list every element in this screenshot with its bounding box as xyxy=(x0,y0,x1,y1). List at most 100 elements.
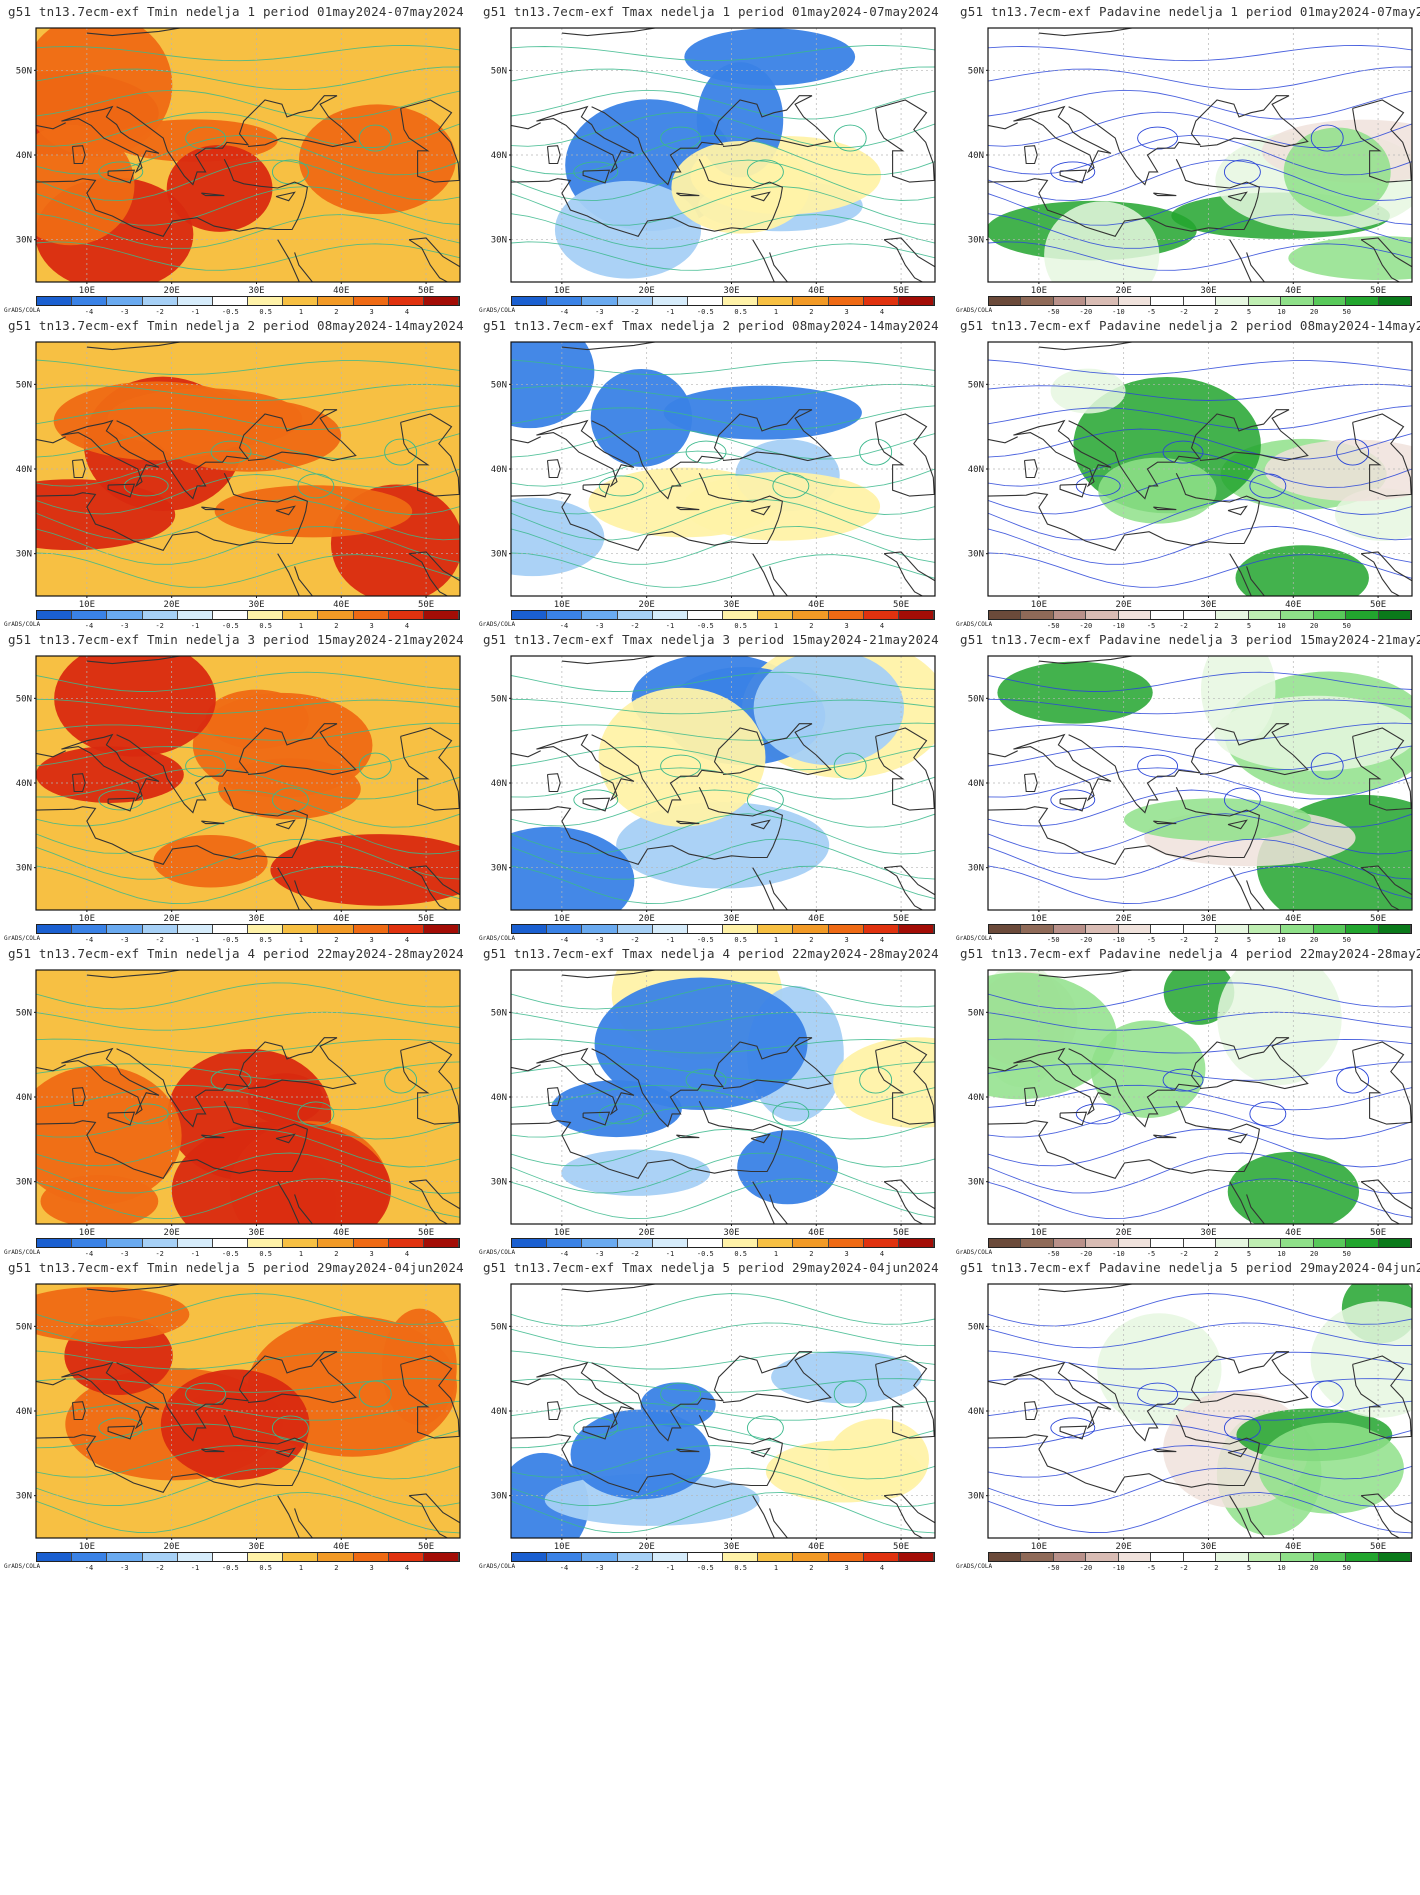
colorbar-tick-label: 1 xyxy=(773,936,779,944)
contour-line xyxy=(988,474,1412,515)
colorbar-segment xyxy=(1183,297,1217,305)
coastline xyxy=(769,880,789,910)
colorbar-segment xyxy=(1248,1553,1282,1561)
coastline xyxy=(201,1448,225,1453)
colorbar-segment xyxy=(1053,1553,1087,1561)
anomaly-region xyxy=(382,1308,457,1426)
map-panel-tmin-week-1: 50N 40N 30N 10E 20E 30E 40E 50E g51 tn13.7ecm-ex… xyxy=(0,4,470,383)
coastline xyxy=(752,239,775,282)
colorbar-segment xyxy=(617,1239,653,1247)
anomaly-region xyxy=(511,342,595,429)
contour-line xyxy=(988,838,1412,880)
contour-loop xyxy=(358,1380,392,1408)
latitude-label: 40N xyxy=(968,151,984,161)
latitude-label: 50N xyxy=(16,66,32,76)
contour-line xyxy=(988,1178,1412,1220)
colorbar-tick-label: -1 xyxy=(665,936,675,944)
panel-title: g51 tn13.7ecm-exf Tmin nedelja 5 period … xyxy=(8,1260,464,1275)
coastline xyxy=(676,192,700,197)
colorbar-tick-label: -10 xyxy=(1112,308,1125,316)
contour-line xyxy=(988,383,1412,401)
coastline xyxy=(1153,1448,1177,1453)
colorbar xyxy=(988,296,1412,306)
coastline xyxy=(1246,1194,1266,1224)
colorbar-segment xyxy=(828,925,864,933)
longitude-label: 50E xyxy=(1370,1228,1386,1238)
colorbar-tick-label: 3 xyxy=(369,622,374,630)
coastline xyxy=(107,169,136,184)
colorbar-segment xyxy=(652,1239,688,1247)
colorbar-segment xyxy=(1281,1239,1314,1247)
coastline xyxy=(511,1378,541,1386)
contour-line xyxy=(36,241,460,271)
colorbar-labels: -50 -20 -10 -5 -2 2 5 10 20 50 xyxy=(988,308,1412,318)
colorbar-segment xyxy=(758,297,794,305)
anomaly-region xyxy=(997,661,1153,724)
colorbar-segment xyxy=(107,925,143,933)
map-panel-precip-week-4: 50N 40N 30N 10E 20E 30E 40E 50E g51 tn13.7ecm-ex… xyxy=(952,946,1420,1325)
colorbar-tick-label: -0.5 xyxy=(221,622,239,630)
colorbar-segment xyxy=(37,297,73,305)
coastline xyxy=(511,1064,541,1072)
colorbar-tick-label: -20 xyxy=(1079,1250,1093,1258)
contour-loop xyxy=(660,1382,702,1406)
colorbar-tick-label: -10 xyxy=(1112,622,1125,630)
contour-loop xyxy=(1336,438,1370,466)
coastline xyxy=(86,970,181,979)
coastline xyxy=(1246,880,1266,910)
coastline xyxy=(1059,1111,1088,1126)
anomaly-region xyxy=(1044,201,1160,282)
grads-source-label: GrADS/COLA xyxy=(956,307,993,314)
coastline xyxy=(988,1414,1261,1493)
colorbar-tick-label: -0.5 xyxy=(696,936,714,944)
panel-title: g51 tn13.7ecm-exf Tmin nedelja 3 period … xyxy=(8,632,464,647)
colorbar-segment xyxy=(1151,925,1184,933)
contour-line xyxy=(988,722,1412,741)
coastline xyxy=(591,409,832,500)
latitude-label: 30N xyxy=(491,864,507,874)
contour-line xyxy=(36,383,460,401)
colorbar-segment xyxy=(1216,297,1249,305)
coastline xyxy=(1153,192,1177,197)
contour-line xyxy=(988,1084,1412,1111)
colorbar-tick-label: 10 xyxy=(1277,1250,1286,1258)
contour-loop xyxy=(833,124,867,152)
colorbar-labels: -50 -20 -10 -5 -2 2 5 10 20 50 xyxy=(988,1250,1412,1260)
panel-title: g51 tn13.7ecm-exf Tmax nedelja 5 period … xyxy=(483,1260,939,1275)
colorbar-segment xyxy=(898,925,935,933)
coastline xyxy=(116,95,357,186)
coastline xyxy=(591,95,832,186)
colorbar-segment xyxy=(318,297,354,305)
contour-loop xyxy=(1249,1101,1287,1127)
map-panel-precip-week-3: 50N 40N 30N 10E 20E 30E 40E 50E g51 tn13.7ecm-ex… xyxy=(952,632,1420,1011)
coastline xyxy=(86,28,181,37)
colorbar-tick-label: -4 xyxy=(559,1250,569,1258)
contour-line xyxy=(36,982,460,1010)
coastline xyxy=(36,1378,66,1386)
colorbar-segment xyxy=(423,1239,460,1247)
colorbar-segment xyxy=(1053,1239,1087,1247)
longitude-label: 20E xyxy=(639,1542,655,1552)
colorbar-labels: -4 -3 -2 -1 -0.5 0.5 1 2 3 4 xyxy=(511,936,935,946)
latitude-label: 30N xyxy=(16,236,32,246)
contour-line xyxy=(988,1322,1412,1349)
contour-line xyxy=(36,813,460,855)
colorbar-segment xyxy=(1313,297,1347,305)
coastline xyxy=(988,1378,1018,1386)
anomaly-region xyxy=(570,1409,711,1500)
colorbar-segment xyxy=(1248,611,1282,619)
colorbar-labels: -4 -3 -2 -1 -0.5 0.5 1 2 3 4 xyxy=(36,936,460,946)
colorbar-tick-label: -0.5 xyxy=(221,936,239,944)
colorbar-segment xyxy=(898,1239,935,1247)
colorbar-tick-label: -2 xyxy=(1179,308,1188,316)
colorbar-segment xyxy=(582,1239,618,1247)
colorbar-segment xyxy=(1378,925,1412,933)
colorbar-tick-label: 0.5 xyxy=(259,308,272,316)
contour-loop xyxy=(1162,1068,1204,1092)
colorbar-segment xyxy=(1183,925,1217,933)
coastline xyxy=(1059,483,1088,498)
colorbar-segment xyxy=(723,1239,759,1247)
colorbar-segment xyxy=(1021,297,1054,305)
anomaly-region xyxy=(590,368,693,467)
longitude-label: 30E xyxy=(248,600,264,610)
